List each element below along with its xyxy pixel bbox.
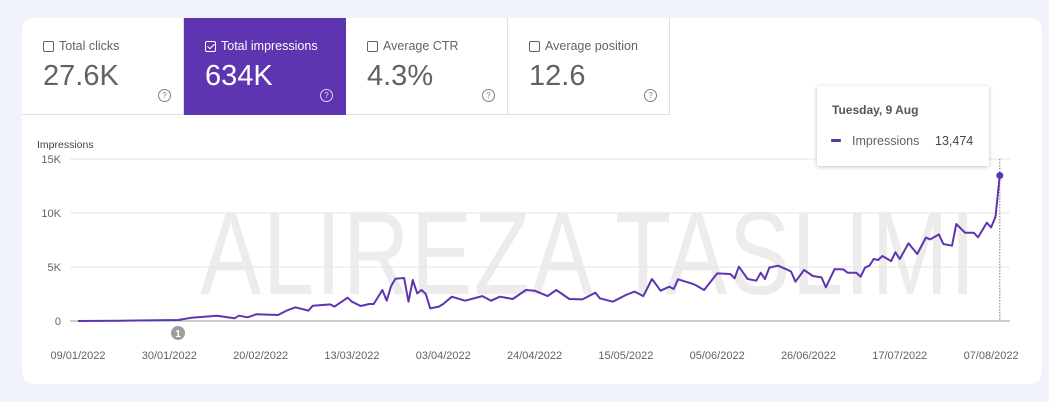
- series-line-impressions: [77, 175, 1001, 322]
- x-tick-label: 20/02/2022: [233, 350, 288, 362]
- checkbox-icon[interactable]: [367, 40, 378, 52]
- checkbox-icon[interactable]: [529, 40, 540, 52]
- checkbox-checked-icon[interactable]: [205, 40, 216, 52]
- tile-value: 27.6K: [43, 60, 119, 92]
- x-tick-label: 09/01/2022: [50, 350, 105, 362]
- y-tick-label: 10K: [41, 208, 61, 220]
- tile-average-ctr[interactable]: Average CTR 4.3% ?: [346, 18, 508, 115]
- y-axis-label: Impressions: [37, 139, 94, 151]
- tile-value: 4.3%: [367, 60, 434, 92]
- tile-value: 634K: [205, 60, 273, 92]
- tooltip-date: Tuesday, 9 Aug: [832, 103, 919, 117]
- tile-label: Average CTR: [383, 39, 459, 53]
- x-tick-label: 05/06/2022: [690, 350, 745, 362]
- help-icon[interactable]: ?: [482, 89, 495, 102]
- annotation-marker[interactable]: [171, 326, 186, 340]
- tile-average-position[interactable]: Average position 12.6 ?: [508, 18, 670, 115]
- help-icon[interactable]: ?: [320, 89, 333, 102]
- tile-label: Total impressions: [221, 39, 318, 53]
- checkbox-icon[interactable]: [43, 40, 54, 52]
- y-tick-label: 0: [55, 316, 61, 328]
- x-tick-label: 30/01/2022: [142, 350, 197, 362]
- help-icon[interactable]: ?: [158, 89, 171, 102]
- tile-value: 12.6: [529, 60, 586, 92]
- tile-total-impressions[interactable]: Total impressions 634K ?: [184, 18, 346, 115]
- x-tick-label: 24/04/2022: [507, 350, 562, 362]
- hover-point: [996, 171, 1004, 179]
- chart-tooltip: Tuesday, 9 Aug Impressions 13,474: [817, 86, 989, 166]
- watermark: ALIREZA TASLIMI: [200, 188, 978, 320]
- annotation-label: 1: [175, 329, 181, 340]
- tile-label: Total clicks: [59, 39, 120, 53]
- x-tick-label: 26/06/2022: [781, 350, 836, 362]
- help-icon[interactable]: ?: [644, 89, 657, 102]
- series-swatch-icon: [831, 139, 841, 142]
- tile-total-clicks[interactable]: Total clicks 27.6K ?: [22, 18, 184, 115]
- x-tick-label: 13/03/2022: [324, 350, 379, 362]
- x-tick-label: 03/04/2022: [416, 350, 471, 362]
- y-tick-label: 5K: [48, 262, 62, 274]
- x-tick-label: 17/07/2022: [872, 350, 927, 362]
- tile-label: Average position: [545, 39, 638, 53]
- x-tick-label: 07/08/2022: [964, 350, 1019, 362]
- x-tick-label: 15/05/2022: [598, 350, 653, 362]
- tooltip-series: Impressions: [852, 134, 920, 148]
- performance-card: Total clicks 27.6K ? Total impressions 6…: [22, 18, 1042, 384]
- tooltip-value: 13,474: [935, 134, 974, 148]
- y-tick-label: 15K: [41, 154, 61, 166]
